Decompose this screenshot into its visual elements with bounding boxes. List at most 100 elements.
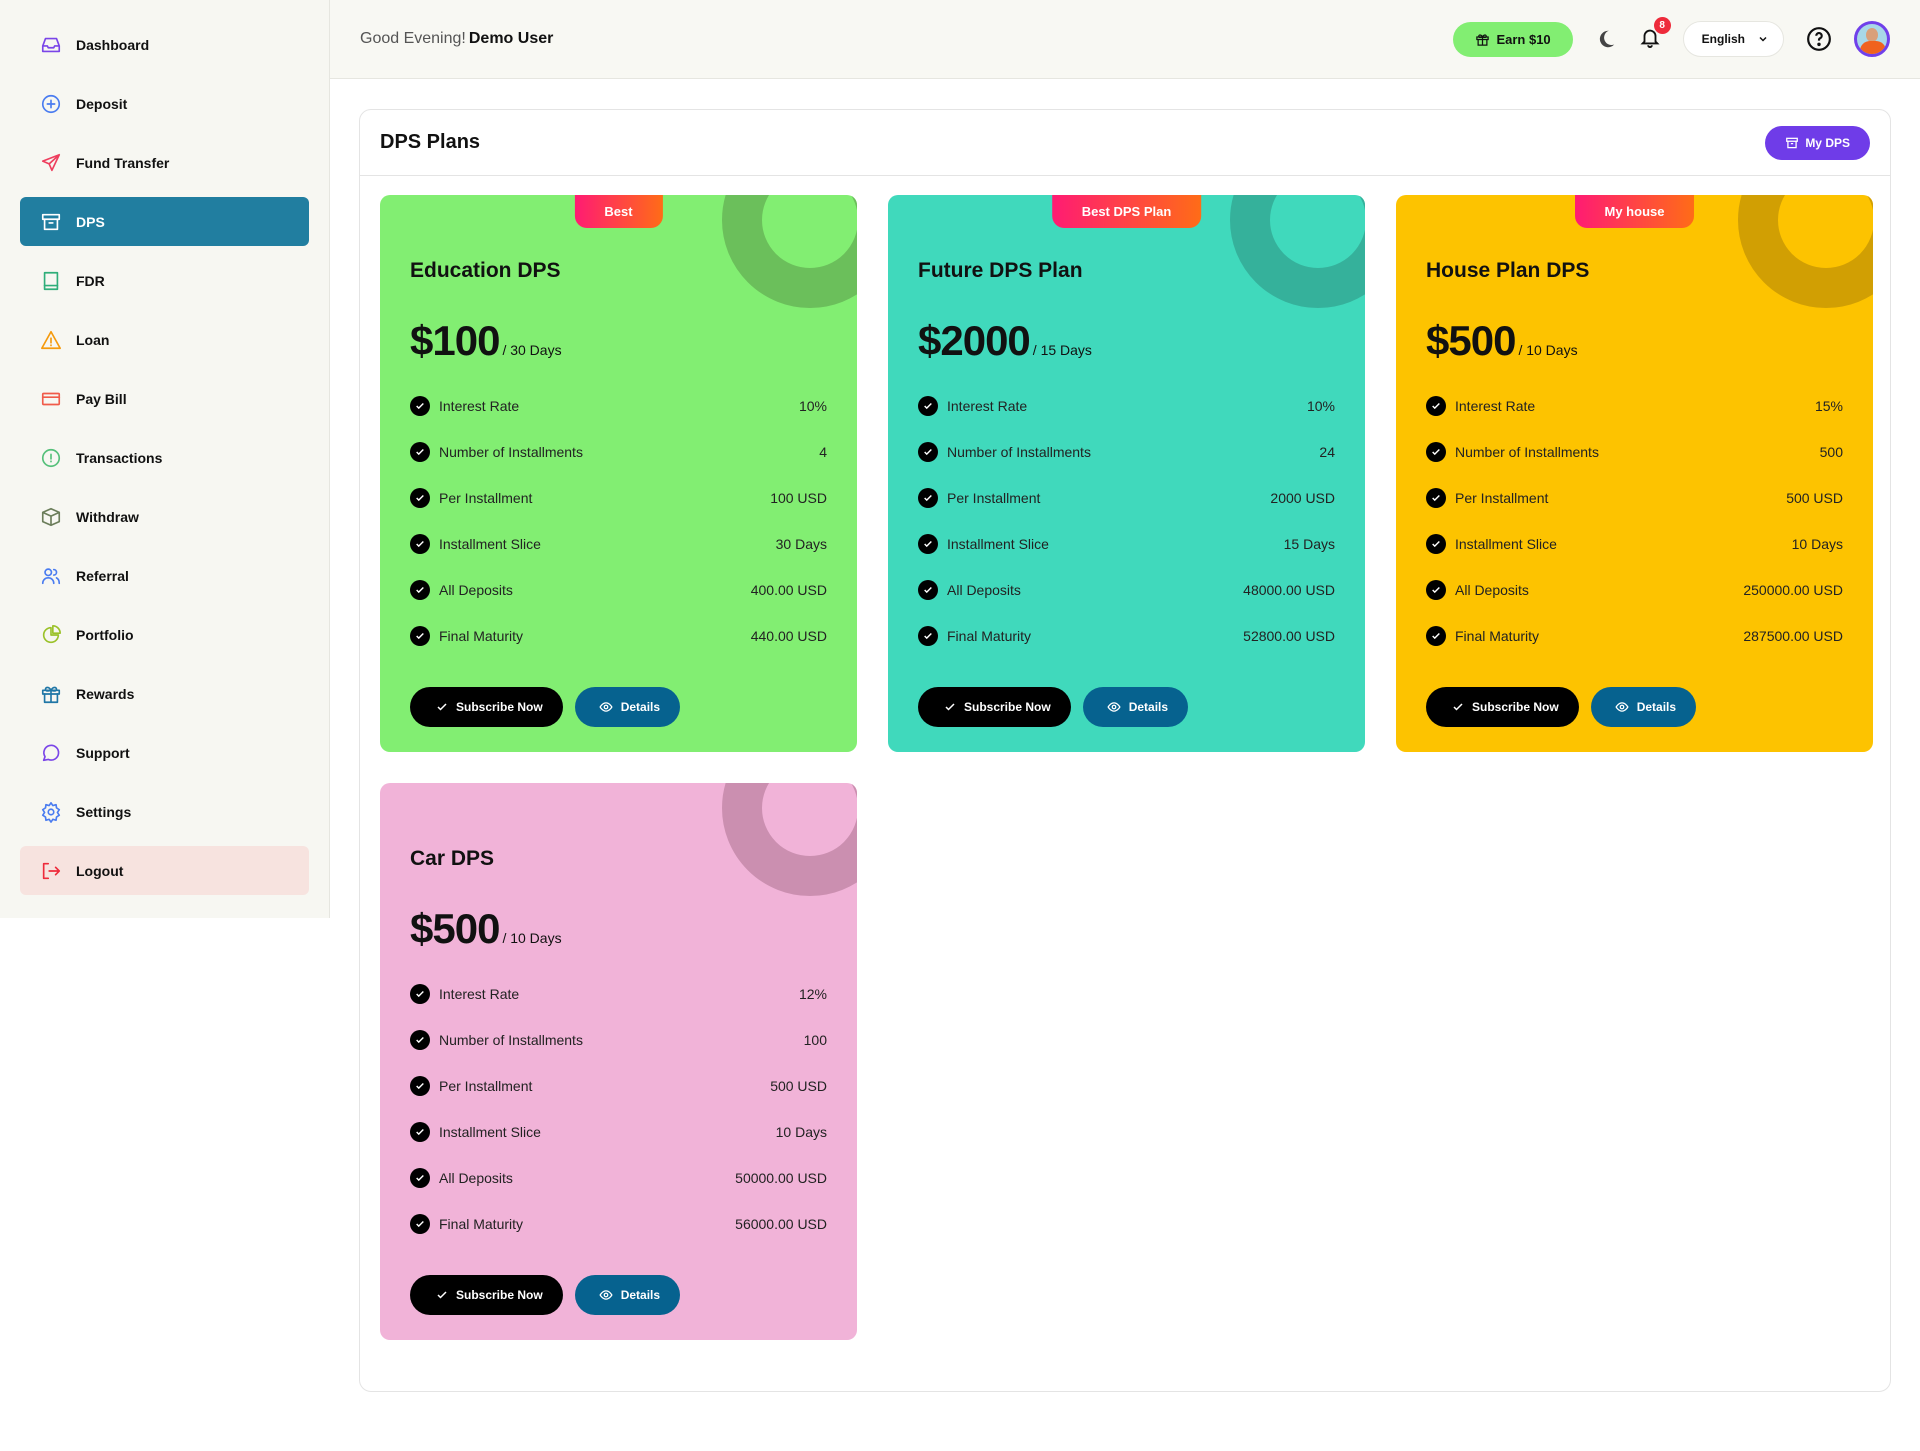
feature-label: Final Maturity xyxy=(1455,628,1540,644)
language-select[interactable]: English xyxy=(1682,21,1784,57)
sidebar-item-logout[interactable]: Logout xyxy=(20,846,309,895)
moon-icon[interactable] xyxy=(1595,28,1617,50)
sidebar-item-pay-bill[interactable]: Pay Bill xyxy=(20,374,309,423)
details-button[interactable]: Details xyxy=(574,1275,681,1315)
sidebar-item-support[interactable]: Support xyxy=(20,728,309,777)
earn-button[interactable]: Earn $10 xyxy=(1453,21,1573,57)
language-label: English xyxy=(1701,32,1745,46)
plan-feature-row: Installment Slice 10 Days xyxy=(410,1109,827,1155)
users-icon xyxy=(40,565,62,587)
feature-label: Number of Installments xyxy=(439,444,583,460)
plan-feature-row: Interest Rate 10% xyxy=(918,383,1335,429)
help-icon[interactable] xyxy=(1806,26,1832,52)
feature-value: 500 USD xyxy=(1786,490,1843,506)
feature-label: All Deposits xyxy=(947,582,1021,598)
sidebar-item-settings[interactable]: Settings xyxy=(20,787,309,836)
sidebar-item-fund-transfer[interactable]: Fund Transfer xyxy=(20,138,309,187)
plan-price: $2000/ 15 Days xyxy=(918,317,1335,367)
check-circle-icon xyxy=(918,488,938,508)
plan-feature-row: All Deposits 50000.00 USD xyxy=(410,1155,827,1201)
sidebar-item-label: DPS xyxy=(76,213,105,230)
page-title: DPS Plans xyxy=(380,131,481,153)
sidebar-item-withdraw[interactable]: Withdraw xyxy=(20,492,309,541)
details-button[interactable]: Details xyxy=(1590,687,1697,727)
sidebar-item-transactions[interactable]: Transactions xyxy=(20,433,309,482)
plan-feature-row: Final Maturity 287500.00 USD xyxy=(1426,613,1843,659)
sidebar-item-label: Pay Bill xyxy=(76,390,127,407)
sidebar-item-label: Logout xyxy=(76,862,124,879)
feature-value: 15% xyxy=(1814,398,1843,414)
feature-label: Per Installment xyxy=(947,490,1041,506)
sidebar-item-dps[interactable]: DPS xyxy=(20,197,309,246)
sidebar-item-loan[interactable]: Loan xyxy=(20,315,309,364)
notification-count: 8 xyxy=(1653,16,1671,34)
plan-period: / 10 Days xyxy=(1518,342,1578,358)
check-circle-icon xyxy=(1426,534,1446,554)
check-circle-icon xyxy=(410,1030,430,1050)
sidebar-item-deposit[interactable]: Deposit xyxy=(20,79,309,128)
inbox-icon xyxy=(40,34,62,56)
plan-feature-row: Number of Installments 4 xyxy=(410,429,827,475)
plan-ribbon: Best xyxy=(574,195,663,228)
feature-label: All Deposits xyxy=(439,1170,513,1186)
sidebar-item-label: Withdraw xyxy=(76,508,139,525)
warning-icon xyxy=(40,329,62,351)
feature-value: 287500.00 USD xyxy=(1743,628,1843,644)
check-circle-icon xyxy=(918,396,938,416)
feature-value: 12% xyxy=(798,986,827,1002)
gear-icon xyxy=(40,801,62,823)
feature-label: Final Maturity xyxy=(439,628,524,644)
sidebar-item-fdr[interactable]: FDR xyxy=(20,256,309,305)
check-circle-icon xyxy=(410,1076,430,1096)
sidebar-item-rewards[interactable]: Rewards xyxy=(20,669,309,718)
subscribe-now-button[interactable]: Subscribe Now xyxy=(410,687,563,727)
plan-feature-row: Number of Installments 100 xyxy=(410,1017,827,1063)
sidebar-item-dashboard[interactable]: Dashboard xyxy=(20,20,309,69)
plan-feature-row: Installment Slice 15 Days xyxy=(918,521,1335,567)
my-dps-button[interactable]: My DPS xyxy=(1765,125,1870,160)
message-icon xyxy=(40,742,62,764)
gift-icon xyxy=(40,683,62,705)
sidebar-item-referral[interactable]: Referral xyxy=(20,551,309,600)
check-circle-icon xyxy=(1426,580,1446,600)
decorative-ring xyxy=(722,783,857,896)
subscribe-now-button[interactable]: Subscribe Now xyxy=(918,687,1071,727)
sidebar-item-label: Fund Transfer xyxy=(76,154,170,171)
plus-circle-icon xyxy=(40,93,62,115)
plan-feature-row: Final Maturity 440.00 USD xyxy=(410,613,827,659)
details-button[interactable]: Details xyxy=(1082,687,1189,727)
sidebar-item-label: Loan xyxy=(76,331,110,348)
sidebar-item-label: Deposit xyxy=(76,95,128,112)
avatar[interactable] xyxy=(1854,21,1890,57)
sidebar-item-label: Referral xyxy=(76,567,129,584)
notifications-button[interactable]: 8 xyxy=(1639,16,1671,54)
feature-value: 56000.00 USD xyxy=(735,1216,827,1232)
feature-label: Number of Installments xyxy=(439,1032,583,1048)
feature-label: Installment Slice xyxy=(439,1124,541,1140)
feature-value: 500 USD xyxy=(770,1078,827,1094)
feature-value: 250000.00 USD xyxy=(1743,582,1843,598)
feature-value: 100 USD xyxy=(770,490,827,506)
feature-label: Number of Installments xyxy=(947,444,1091,460)
subscribe-now-button[interactable]: Subscribe Now xyxy=(410,1275,563,1315)
plan-period: / 10 Days xyxy=(502,930,562,946)
check-circle-icon xyxy=(410,534,430,554)
plan-feature-row: Interest Rate 10% xyxy=(410,383,827,429)
details-label: Details xyxy=(1128,700,1169,714)
feature-label: Number of Installments xyxy=(1455,444,1599,460)
details-button[interactable]: Details xyxy=(574,687,681,727)
pie-chart-icon xyxy=(40,624,62,646)
plan-feature-row: Per Installment 500 USD xyxy=(410,1063,827,1109)
feature-label: Interest Rate xyxy=(947,398,1028,414)
feature-label: Installment Slice xyxy=(1455,536,1557,552)
feature-value: 4 xyxy=(819,444,827,460)
check-circle-icon xyxy=(1426,488,1446,508)
alert-circle-icon xyxy=(40,447,62,469)
send-icon xyxy=(40,152,62,174)
plan-title: Education DPS xyxy=(410,259,561,282)
subscribe-label: Subscribe Now xyxy=(964,700,1051,714)
plan-feature-row: Number of Installments 24 xyxy=(918,429,1335,475)
subscribe-now-button[interactable]: Subscribe Now xyxy=(1426,687,1579,727)
check-circle-icon xyxy=(918,626,938,646)
sidebar-item-portfolio[interactable]: Portfolio xyxy=(20,610,309,659)
